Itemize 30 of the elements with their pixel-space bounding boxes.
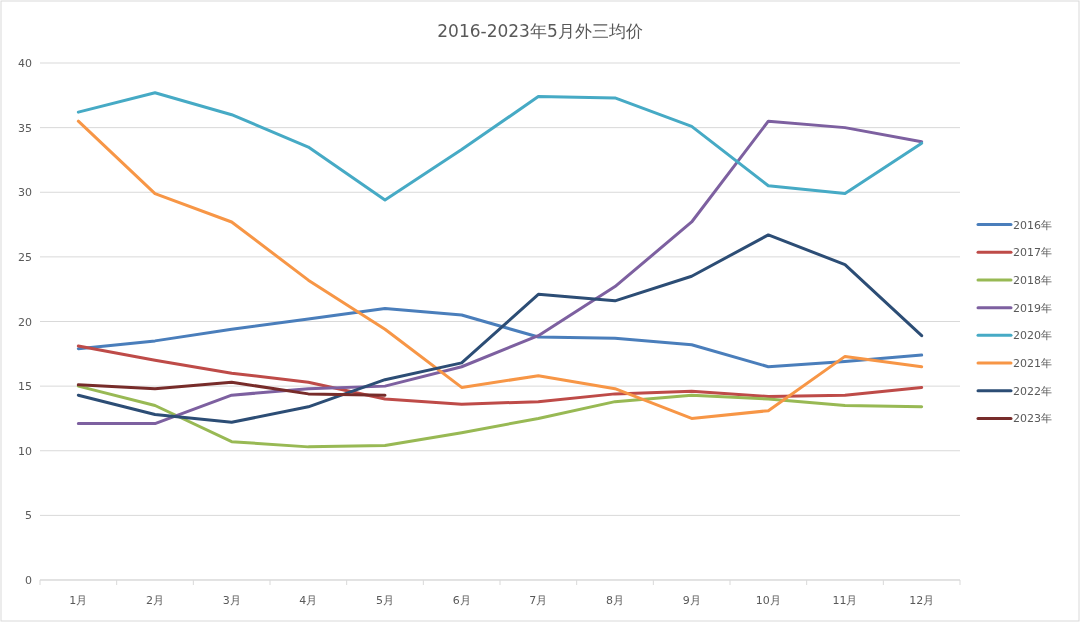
x-tick-label: 3月 [222,594,241,607]
y-tick-label: 40 [18,57,32,70]
legend-label: 2018年 [1013,273,1052,287]
x-tick-label: 7月 [529,594,548,607]
legend-label: 2019年 [1013,301,1052,315]
legend-label: 2022年 [1013,384,1052,398]
y-tick-label: 30 [18,186,32,200]
x-tick-label: 5月 [376,594,394,607]
y-tick-label: 25 [18,250,32,264]
y-tick-label: 10 [18,444,32,458]
x-tick-label: 6月 [452,594,471,607]
chart-title: 2016-2023年5月外三均价 [437,21,643,41]
x-tick-label: 8月 [606,594,624,607]
y-tick-label: 35 [18,121,32,135]
legend-label: 2023年 [1013,412,1052,426]
x-tick-label: 9月 [682,594,701,607]
x-tick-label: 2月 [146,594,164,607]
legend-label: 2020年 [1013,329,1052,343]
y-tick-label: 5 [25,509,32,523]
x-tick-label: 4月 [299,594,318,607]
legend-label: 2017年 [1013,246,1052,260]
x-tick-label: 1月 [69,594,88,607]
y-tick-label: 0 [25,574,32,587]
y-tick-label: 15 [18,380,32,394]
y-tick-label: 20 [18,315,32,329]
x-tick-label: 12月 [909,594,935,607]
x-tick-label: 10月 [755,594,781,607]
legend-label: 2016年 [1013,218,1052,232]
legend-label: 2021年 [1013,357,1052,371]
x-tick-label: 11月 [832,594,858,607]
